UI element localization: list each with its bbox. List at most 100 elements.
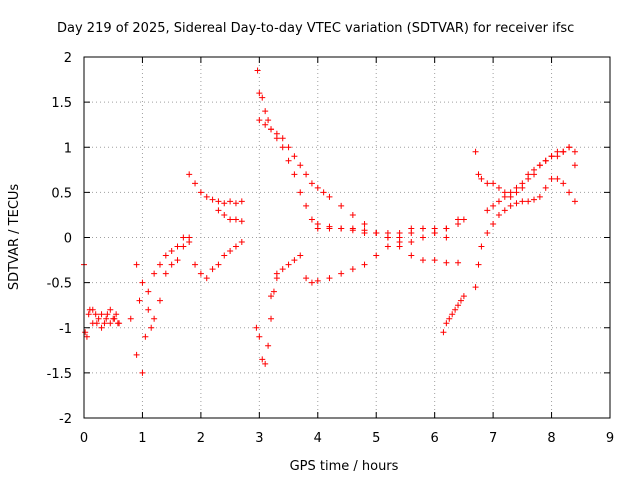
- data-point: [455, 302, 462, 309]
- data-point: [270, 288, 277, 295]
- data-point: [89, 306, 96, 313]
- data-point: [531, 166, 538, 173]
- data-point: [256, 90, 263, 97]
- data-point: [443, 320, 450, 327]
- data-point: [151, 315, 158, 322]
- data-point: [297, 252, 304, 259]
- data-point: [314, 225, 321, 232]
- y-tick-label: 1: [64, 141, 72, 156]
- data-point: [536, 162, 543, 169]
- data-point: [326, 275, 333, 282]
- data-point: [174, 243, 181, 250]
- data-point: [308, 216, 315, 223]
- data-point: [455, 259, 462, 266]
- data-point: [314, 277, 321, 284]
- data-point: [338, 225, 345, 232]
- data-point: [268, 126, 275, 133]
- data-point: [490, 202, 497, 209]
- data-point: [419, 234, 426, 241]
- data-point: [279, 144, 286, 151]
- data-point: [542, 157, 549, 164]
- x-tick-label: 2: [197, 431, 205, 446]
- data-point: [431, 257, 438, 264]
- data-point: [268, 315, 275, 322]
- data-point: [501, 193, 508, 200]
- data-point: [95, 315, 102, 322]
- series-sat-l: [440, 293, 467, 336]
- x-tick-label: 9: [606, 431, 614, 446]
- data-point: [560, 148, 567, 155]
- data-point: [259, 356, 266, 363]
- data-point: [82, 329, 89, 336]
- data-point: [83, 333, 90, 340]
- y-tick-label: 1.5: [51, 96, 72, 111]
- data-point: [265, 342, 272, 349]
- data-point: [484, 207, 491, 214]
- series-sat-e: [186, 171, 245, 207]
- data-point: [460, 293, 467, 300]
- data-point: [262, 121, 269, 128]
- data-point: [495, 198, 502, 205]
- data-point: [303, 275, 310, 282]
- data-point: [136, 297, 143, 304]
- data-point: [560, 180, 567, 187]
- data-point: [396, 229, 403, 236]
- data-point: [232, 243, 239, 250]
- data-point: [262, 360, 269, 367]
- data-point: [408, 252, 415, 259]
- data-point: [279, 266, 286, 273]
- x-tick-label: 3: [255, 431, 263, 446]
- x-tick-label: 5: [372, 431, 380, 446]
- data-point: [285, 261, 292, 268]
- data-point: [519, 180, 526, 187]
- data-point: [151, 270, 158, 277]
- data-point: [303, 171, 310, 178]
- data-point: [484, 229, 491, 236]
- data-point: [490, 180, 497, 187]
- data-point: [361, 261, 368, 268]
- data-point: [285, 157, 292, 164]
- data-point: [507, 202, 514, 209]
- data-point: [571, 198, 578, 205]
- data-point: [162, 270, 169, 277]
- data-point: [227, 198, 234, 205]
- data-point: [203, 275, 210, 282]
- data-point: [107, 320, 114, 327]
- data-points: [81, 67, 578, 376]
- data-point: [326, 193, 333, 200]
- data-point: [162, 252, 169, 259]
- data-point: [111, 315, 118, 322]
- data-point: [571, 162, 578, 169]
- series-sat-f: [215, 207, 245, 225]
- data-point: [408, 239, 415, 246]
- data-point: [197, 270, 204, 277]
- x-tick-label: 4: [314, 431, 322, 446]
- series-sat-g: [253, 270, 280, 367]
- y-axis-label: SDTVAR / TECUs: [7, 184, 22, 291]
- data-point: [291, 153, 298, 160]
- data-point: [256, 333, 263, 340]
- data-point: [536, 193, 543, 200]
- data-point: [156, 261, 163, 268]
- data-point: [168, 261, 175, 268]
- data-point: [285, 144, 292, 151]
- data-point: [484, 180, 491, 187]
- data-point: [475, 261, 482, 268]
- data-point: [92, 311, 99, 318]
- series-sat-o: [484, 144, 578, 214]
- data-point: [209, 196, 216, 203]
- y-tick-label: 0: [64, 232, 72, 247]
- data-point: [215, 198, 222, 205]
- data-point: [114, 320, 121, 327]
- data-point: [320, 189, 327, 196]
- x-tick-label: 6: [431, 431, 439, 446]
- series-sat-c: [127, 239, 245, 376]
- data-point: [291, 257, 298, 264]
- data-point: [326, 225, 333, 232]
- y-tick-label: 2: [64, 51, 72, 66]
- data-point: [85, 311, 92, 318]
- data-point: [308, 279, 315, 286]
- data-point: [238, 218, 245, 225]
